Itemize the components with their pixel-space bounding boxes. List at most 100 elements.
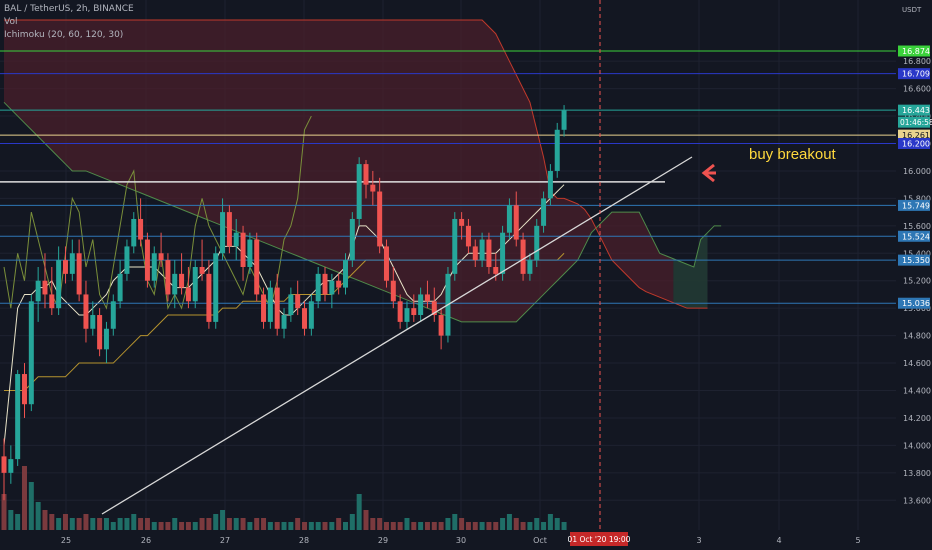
volume-bar xyxy=(465,522,471,530)
trend-line xyxy=(101,156,693,515)
candle-body xyxy=(35,280,41,302)
volume-bar xyxy=(247,522,253,530)
volume-bar xyxy=(267,522,273,530)
price-level-label: 16.200 xyxy=(902,140,930,149)
price-tick-label: 15.200 xyxy=(903,277,931,286)
candle-body xyxy=(56,260,62,309)
candle-body xyxy=(220,212,226,254)
candle-body xyxy=(302,308,308,329)
candle-body xyxy=(206,273,212,322)
ichimoku-cloud xyxy=(4,20,708,322)
candle-body xyxy=(527,260,533,274)
price-level-label: 15.036 xyxy=(902,299,930,308)
volume-bar xyxy=(138,518,144,530)
volume-bar xyxy=(103,518,109,530)
candle-body xyxy=(28,301,34,405)
arrow-left-icon xyxy=(701,163,716,183)
cursor-time-label: 01 Oct '20 19:00 xyxy=(568,535,631,544)
candle-body xyxy=(49,294,55,309)
candle-body xyxy=(254,239,260,295)
volume-bar xyxy=(486,522,492,530)
candle-body xyxy=(1,456,7,473)
candle-body xyxy=(144,239,150,281)
volume-bar xyxy=(226,518,232,530)
candle-body xyxy=(438,315,444,336)
candle-body xyxy=(343,260,348,288)
volume-bar xyxy=(274,522,280,530)
candle-body xyxy=(199,267,205,274)
volume-bar xyxy=(315,522,321,530)
price-tick-label: 15.600 xyxy=(903,222,931,231)
price-axis-unit: USDT xyxy=(902,6,922,14)
volume-bar xyxy=(206,518,212,530)
candle-body xyxy=(534,225,540,261)
symbol-legend[interactable]: BAL / TetherUS, 2h, BINANCE xyxy=(4,4,134,14)
candle-body xyxy=(465,225,471,247)
volume-bar xyxy=(240,518,246,530)
price-level-tag xyxy=(898,104,930,116)
volume-bar xyxy=(295,518,301,530)
candle-body xyxy=(329,280,335,295)
candle-body xyxy=(418,294,424,316)
time-axis-bg xyxy=(0,530,932,550)
candle-body xyxy=(15,374,21,460)
drawings[interactable] xyxy=(101,0,716,530)
price-level-tag xyxy=(898,230,930,242)
volume-bar xyxy=(172,518,178,530)
volume-bar xyxy=(97,518,103,530)
price-level-tag xyxy=(898,129,930,141)
lagging-span xyxy=(3,115,312,310)
price-axis[interactable]: USDT 16.800 16.600 16.400 16.200 16.000 15.800… xyxy=(896,0,932,550)
volume-bar xyxy=(83,514,89,530)
volume-bar xyxy=(254,518,260,530)
candle-body xyxy=(363,164,369,185)
volume-bar xyxy=(424,522,430,530)
price-level-tag xyxy=(898,138,930,149)
volume-legend[interactable]: Vol xyxy=(4,17,18,27)
time-axis[interactable]: 25 26 27 28 29 30 Oct 3 4 5 01 Oct '20 19:00 xyxy=(0,530,932,550)
volume-bar xyxy=(199,518,205,530)
volume-bar xyxy=(520,522,526,530)
volume-bar xyxy=(281,522,287,530)
price-level-label: 16.443 xyxy=(902,106,930,115)
candle-body xyxy=(404,308,410,322)
volume-bar xyxy=(69,518,75,530)
volume-bar xyxy=(329,522,335,530)
cloud-fill-green xyxy=(673,232,708,309)
price-level-tag xyxy=(898,297,930,309)
candle-body xyxy=(103,328,109,350)
price-tick-label: 13.800 xyxy=(903,469,931,478)
volume-bar xyxy=(144,518,150,530)
candle-body xyxy=(151,253,157,281)
volume-bar xyxy=(185,522,191,530)
volume-bar xyxy=(220,510,226,530)
price-tick-label: 14.200 xyxy=(903,414,931,423)
candle-body xyxy=(158,253,164,261)
candle-body xyxy=(117,273,123,302)
buy-breakout-annotation[interactable]: buy breakout xyxy=(749,146,836,163)
volume-bar xyxy=(363,510,369,530)
candle-body xyxy=(97,315,103,350)
candle-body xyxy=(213,253,219,322)
volume-bar xyxy=(418,522,424,530)
candle-body xyxy=(431,301,437,316)
countdown-label: 01:46:58 xyxy=(900,118,932,127)
volume-bar xyxy=(151,522,157,530)
candle-body xyxy=(138,218,144,240)
price-tick-label: 16.800 xyxy=(903,57,931,66)
time-tick-label: 26 xyxy=(141,536,151,545)
candle-body xyxy=(554,129,560,171)
candle-body xyxy=(172,273,178,295)
candle-body xyxy=(424,294,430,302)
candle-body xyxy=(192,267,198,302)
candle-body xyxy=(349,218,355,261)
time-tick-label: 29 xyxy=(378,536,388,545)
ichimoku-legend[interactable]: Ichimoku (20, 60, 120, 30) xyxy=(4,30,124,40)
volume-bar xyxy=(28,482,34,530)
candle-body xyxy=(76,253,82,295)
candle-body xyxy=(295,294,301,309)
volume-bar xyxy=(459,518,465,530)
candle-body xyxy=(165,260,171,295)
volume-bar xyxy=(534,518,540,530)
